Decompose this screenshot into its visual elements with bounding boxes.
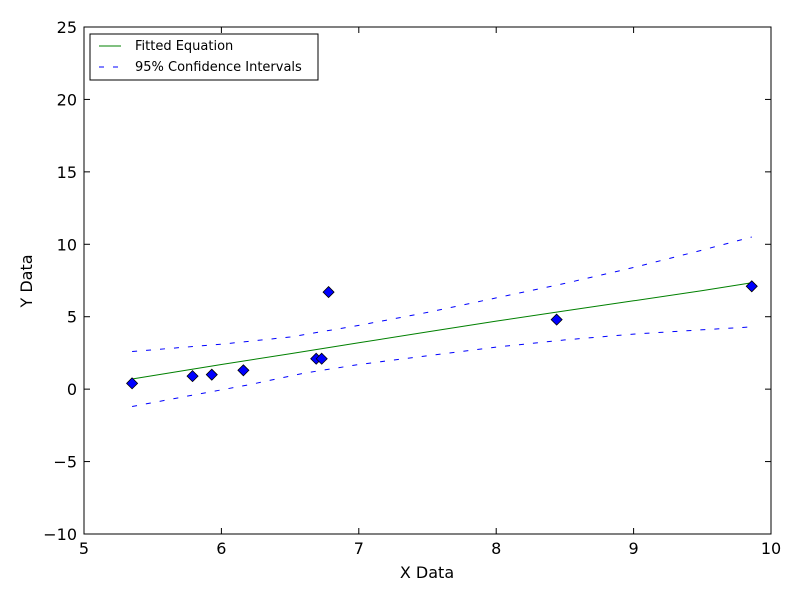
y-tick-label: 10 [57,235,77,254]
data-point [237,364,250,377]
data-point [126,377,139,390]
legend: Fitted Equation 95% Confidence Intervals [89,33,319,81]
y-tick-label: −10 [43,525,77,544]
x-tick-label: 9 [629,539,639,558]
x-tick-label: 6 [216,539,226,558]
x-axis-title: X Data [400,563,454,582]
data-point [745,280,758,293]
legend-box [89,33,319,81]
y-tick-label: 25 [57,18,77,37]
y-tick-label: −5 [53,453,77,472]
legend-ci-label: 95% Confidence Intervals [135,60,302,75]
data-point [322,286,335,299]
data-point [550,313,563,326]
y-tick-label: 20 [57,90,77,109]
data-point [205,368,218,381]
x-tick-label: 8 [491,539,501,558]
x-tick-label: 10 [761,539,781,558]
plot-frame [83,26,772,535]
x-tick-label: 5 [79,539,89,558]
y-tick-label: 15 [57,163,77,182]
data-point [315,352,328,365]
y-tick-label: 0 [67,380,77,399]
y-axis-title: Y Data [17,254,36,308]
data-point [186,370,199,383]
x-tick-label: 7 [354,539,364,558]
legend-fitted-label: Fitted Equation [135,39,233,54]
y-tick-label: 5 [67,308,77,327]
axis-ticks: 5 6 7 8 9 10 −10 −5 0 5 10 15 20 25 [43,18,781,558]
fitted-equation-line [132,282,752,380]
ci-lower-line [132,326,752,407]
plot-area [126,236,758,407]
